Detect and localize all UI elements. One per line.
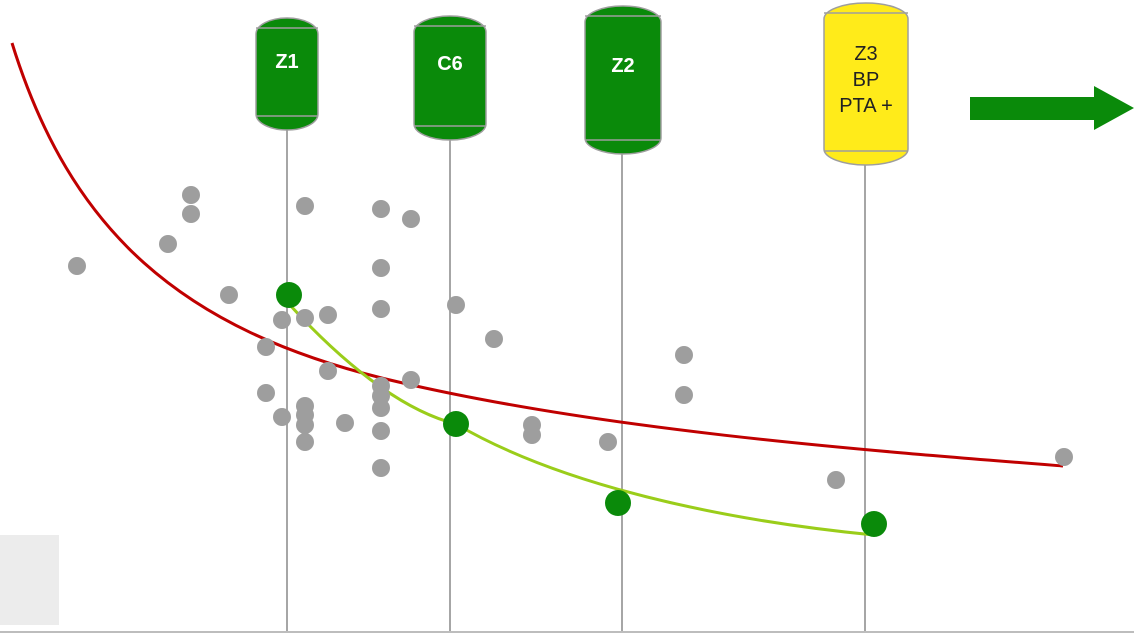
marker-body [584, 5, 662, 155]
scatter-point [182, 205, 200, 223]
highlight-point [605, 490, 631, 516]
marker-body [255, 17, 319, 131]
marker-z1: Z1 [255, 17, 319, 131]
scatter-point [1055, 448, 1073, 466]
scatter-point [675, 346, 693, 364]
marker-c6: C6 [413, 15, 487, 141]
marker-label: BP [853, 69, 880, 91]
green-trend-curve [287, 302, 875, 537]
bottom-divider [0, 631, 1134, 633]
marker-label: C6 [437, 53, 463, 75]
scatter-point [402, 371, 420, 389]
scatter-point [68, 257, 86, 275]
highlight-point [276, 282, 302, 308]
scatter-point [372, 399, 390, 417]
scatter-point [182, 186, 200, 204]
scatter-point [273, 311, 291, 329]
marker-body [413, 15, 487, 141]
scatter-point [296, 309, 314, 327]
highlight-point [861, 511, 887, 537]
scatter-point [372, 200, 390, 218]
scatter-point [336, 414, 354, 432]
scatter-point [372, 422, 390, 440]
scatter-point [372, 459, 390, 477]
scatter-point [319, 362, 337, 380]
marker-label: Z3 [854, 43, 877, 65]
right-arrow-icon [970, 86, 1134, 130]
highlight-points [276, 282, 887, 537]
marker-label: PTA + [839, 95, 893, 117]
scatter-point [372, 300, 390, 318]
scatter-point [257, 384, 275, 402]
marker-body [823, 2, 909, 166]
marker-z3: Z3 BP PTA + [823, 2, 909, 166]
scatter-point [319, 306, 337, 324]
right-arrow-shape [970, 86, 1134, 130]
scatter-point [273, 408, 291, 426]
trend-curves [10, 42, 1064, 537]
highlight-point [443, 411, 469, 437]
scatter-point [296, 416, 314, 434]
scatter-point [257, 338, 275, 356]
marker-label: Z2 [611, 55, 634, 77]
scatter-point [447, 296, 465, 314]
scatter-point [523, 426, 541, 444]
scatter-point [220, 286, 238, 304]
marker-label: Z1 [275, 51, 298, 73]
scatter-points [68, 186, 1073, 489]
guide-lines [286, 125, 866, 633]
scatter-point [159, 235, 177, 253]
scatter-point [402, 210, 420, 228]
scatter-point [485, 330, 503, 348]
scatter-point [599, 433, 617, 451]
marker-capsules: Z1 C6 Z2 Z3 BP PTA + [255, 2, 909, 166]
scatter-point [296, 433, 314, 451]
scatter-point [372, 259, 390, 277]
scatter-point [675, 386, 693, 404]
scatter-point [827, 471, 845, 489]
corner-panel [0, 535, 59, 625]
marker-z2: Z2 [584, 5, 662, 155]
scatter-point [296, 197, 314, 215]
red-trend-curve [10, 42, 1064, 468]
